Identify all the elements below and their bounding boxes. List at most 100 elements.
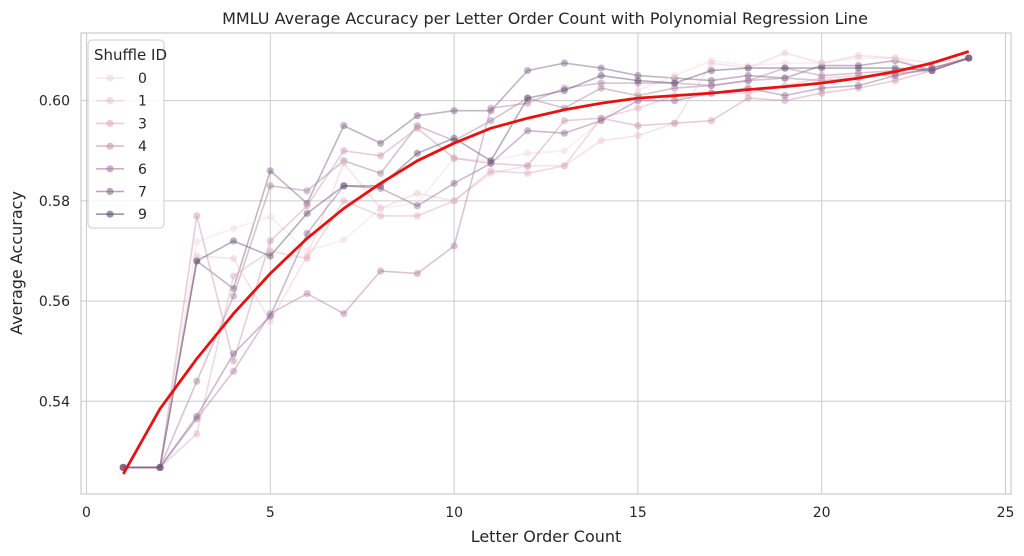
y-tick-label: 0.58 xyxy=(39,194,70,210)
series-3-point xyxy=(634,104,642,112)
extra-series-1-point xyxy=(303,187,311,195)
series-0-point xyxy=(671,71,679,80)
series-9-point xyxy=(818,64,826,72)
series-6-point xyxy=(229,367,238,375)
series-0-point xyxy=(413,199,421,207)
series-6-line xyxy=(123,57,969,469)
series-0-point xyxy=(634,87,642,95)
series-9-point xyxy=(781,64,789,72)
extra-series-1-point xyxy=(965,54,973,62)
series-7-point xyxy=(229,350,238,358)
series-7-point xyxy=(781,92,789,100)
legend-label: 0 xyxy=(138,71,147,87)
y-axis-title: Average Accuracy xyxy=(7,191,26,335)
extra-series-1-point xyxy=(524,94,532,102)
extra-series-1-point xyxy=(781,74,789,82)
series-6-point xyxy=(744,77,752,85)
series-4-point xyxy=(413,124,421,132)
series-9-point xyxy=(340,182,348,190)
series-1-point xyxy=(744,64,752,72)
extra-series-0-point xyxy=(193,257,201,265)
series-9-point xyxy=(266,252,274,260)
series-4-point xyxy=(597,114,605,122)
extra-series-0-point xyxy=(744,71,752,80)
series-6-point xyxy=(597,79,605,87)
series-4-point xyxy=(376,152,385,160)
extra-series-0-point xyxy=(450,107,458,115)
series-9-point xyxy=(671,79,679,87)
series-7-point xyxy=(524,127,532,135)
series-6-point xyxy=(450,242,458,250)
series-0-line xyxy=(123,57,969,469)
series-6-point xyxy=(413,269,421,278)
legend-item: 0 xyxy=(96,71,147,87)
extra-series-1-point xyxy=(376,169,385,177)
extra-series-0-group xyxy=(119,54,973,472)
series-1-point xyxy=(156,463,164,472)
series-1-point xyxy=(560,162,568,170)
series-1-point xyxy=(597,137,605,145)
legend-title: Shuffle ID xyxy=(94,46,167,64)
series-9-point xyxy=(156,463,164,472)
series-7-point xyxy=(854,82,863,90)
extra-series-0-point xyxy=(965,54,973,62)
series-9-point xyxy=(965,54,973,62)
series-0-point xyxy=(266,213,274,221)
series-9-point xyxy=(487,157,495,165)
extra-series-0-point xyxy=(854,61,863,70)
series-1-point xyxy=(303,252,311,260)
extra-series-0-point xyxy=(634,71,642,80)
series-7-point xyxy=(413,202,421,210)
series-9-point xyxy=(854,64,863,72)
series-7-point xyxy=(597,117,605,125)
series-4-group xyxy=(119,54,973,472)
legend-label: 9 xyxy=(138,207,147,223)
series-3-point xyxy=(156,463,164,472)
series-6-point xyxy=(634,79,642,87)
series-6-point xyxy=(707,82,716,90)
series-7-point xyxy=(193,412,201,420)
series-3-point xyxy=(560,162,568,170)
series-7-point xyxy=(891,71,899,80)
series-0-point xyxy=(965,54,973,62)
series-6-point xyxy=(193,415,201,423)
series-6-point xyxy=(560,84,568,92)
series-0-point xyxy=(450,154,458,162)
series-1-point xyxy=(781,49,789,57)
series-7-point xyxy=(928,64,936,72)
extra-series-1-point xyxy=(193,377,201,385)
extra-series-0-point xyxy=(413,112,421,120)
series-0-group xyxy=(119,54,973,472)
series-7-point xyxy=(818,84,826,92)
extra-series-1-line xyxy=(123,57,969,469)
series-9-point xyxy=(634,77,642,85)
series-4-point xyxy=(634,122,642,130)
series-3-line xyxy=(123,57,969,469)
series-7-point xyxy=(450,179,458,187)
series-0-point xyxy=(781,59,789,67)
series-3-point xyxy=(891,71,899,80)
series-1-group xyxy=(119,49,973,472)
series-7-line xyxy=(123,57,969,469)
legend-swatch-marker xyxy=(106,187,114,196)
series-0-point xyxy=(597,117,605,125)
series-1-point xyxy=(854,51,863,60)
legend-swatch-marker xyxy=(106,97,114,105)
series-7-point xyxy=(266,312,274,320)
series-3-point xyxy=(266,247,274,255)
extra-series-0-line xyxy=(123,57,969,469)
extra-series-1-point xyxy=(597,84,605,92)
series-4-point xyxy=(707,117,716,125)
legend-item: 6 xyxy=(96,162,147,178)
extra-series-0-point xyxy=(303,199,311,207)
series-9-point xyxy=(707,66,716,75)
series-3-point xyxy=(928,64,936,72)
series-1-point xyxy=(671,119,679,127)
legend-box xyxy=(87,39,165,229)
series-0-point xyxy=(193,238,201,246)
series-1-point xyxy=(891,54,899,62)
series-4-point xyxy=(340,147,348,155)
legend-label: 4 xyxy=(138,139,147,155)
series-3-point xyxy=(818,74,826,82)
